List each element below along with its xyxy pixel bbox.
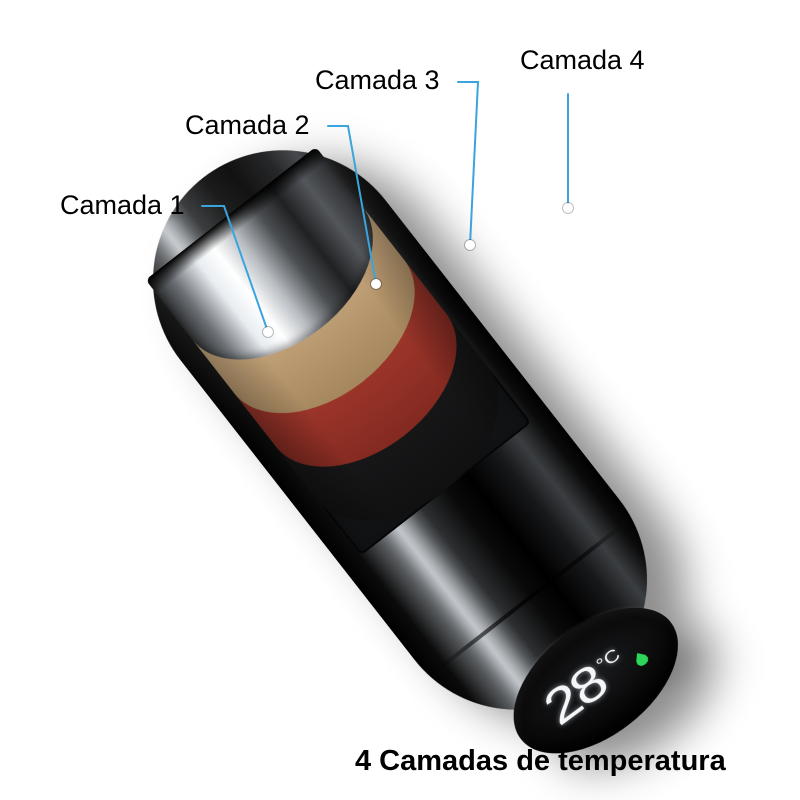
- label-layer4: Camada 4: [520, 45, 645, 76]
- callout-dot-layer4: [563, 203, 573, 213]
- water-drop-icon: [632, 649, 651, 669]
- callout-line-layer3: [458, 82, 478, 245]
- callout-dot-layer3: [465, 240, 475, 250]
- label-layer3: Camada 3: [315, 65, 440, 96]
- label-layer2: Camada 2: [185, 110, 310, 141]
- caption: 4 Camadas de temperatura: [355, 745, 726, 778]
- callout-dot-layer1: [263, 327, 273, 337]
- bottle-scene: 28 °C: [101, 98, 700, 762]
- callout-dot-layer2: [371, 279, 381, 289]
- infographic-canvas: 28 °C Camada 1 Camada 2 Camada 3 Camada …: [0, 0, 800, 800]
- label-layer1: Camada 1: [60, 190, 185, 221]
- temperature-unit: °C: [593, 644, 625, 675]
